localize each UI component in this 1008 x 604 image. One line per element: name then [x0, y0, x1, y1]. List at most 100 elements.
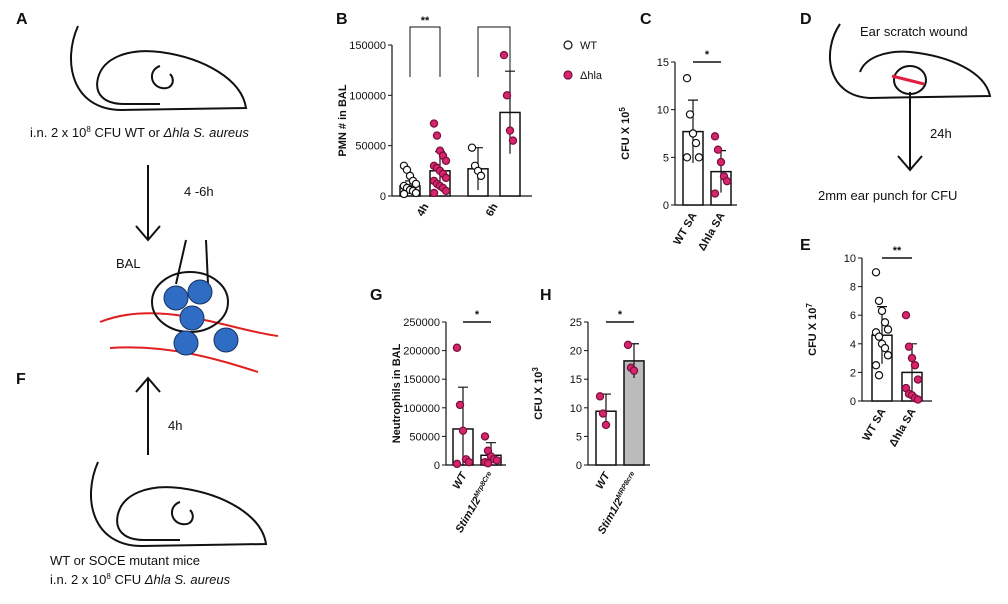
category-sup: Mrp8Cre	[473, 470, 493, 498]
legend-marker	[563, 40, 573, 50]
arrow	[135, 376, 161, 455]
data-point	[874, 371, 884, 380]
data-point	[411, 179, 421, 189]
y-tick-label: 0	[850, 396, 856, 408]
data-point	[480, 432, 490, 441]
y-tick-label: 5	[663, 152, 669, 164]
data-point	[629, 366, 639, 375]
y-tick-label: 20	[570, 346, 582, 358]
data-point	[910, 361, 920, 370]
data-point	[904, 342, 914, 351]
caption: 2mm ear punch for CFU	[818, 188, 957, 203]
data-point	[913, 395, 923, 404]
data-point	[694, 153, 704, 162]
panel-label: H	[540, 287, 552, 304]
significance-label: **	[893, 245, 902, 257]
category-text: WT	[594, 469, 614, 491]
x-tick-label: 4h	[415, 201, 432, 218]
y-tick-label: 10	[844, 253, 856, 265]
data-point	[411, 188, 421, 198]
y-tick-label: 2	[850, 367, 856, 379]
y-label-sup: 7	[805, 303, 814, 308]
y-tick-label: 6	[850, 310, 856, 322]
legend-label: WT	[580, 40, 597, 52]
y-tick-label: 0	[380, 191, 386, 203]
y-axis-label: CFU X 107	[805, 303, 819, 356]
y-tick-label: 100000	[403, 403, 440, 415]
y-tick-label: 15	[657, 57, 669, 69]
data-point	[452, 459, 462, 469]
x-tick-label: WT	[594, 469, 614, 491]
panel-label: G	[370, 287, 382, 304]
panel-label: C	[640, 11, 652, 28]
x-tick-label: 6h	[484, 201, 501, 218]
y-label-text: Neutrophils in BAL	[391, 343, 403, 443]
data-point	[691, 138, 701, 148]
data-point	[716, 157, 726, 167]
data-point	[874, 296, 884, 306]
category-text: WT	[451, 469, 471, 491]
data-point	[483, 459, 493, 468]
caption: i.n. 2 x 108 CFU WT or Δhla S. aureus	[30, 125, 249, 140]
y-label-text: CFU X 10	[620, 112, 632, 160]
caption: WT or SOCE mutant mice	[50, 553, 200, 568]
data-point	[505, 126, 515, 135]
arrow	[135, 165, 161, 242]
y-label-text: CFU X 10	[807, 308, 819, 356]
legend-marker	[563, 70, 573, 80]
panel-label: D	[800, 11, 812, 28]
y-tick-label: 150000	[349, 40, 386, 52]
y-tick-label: 150000	[403, 374, 440, 386]
data-point	[871, 361, 881, 370]
data-point	[601, 420, 611, 430]
error-bar	[458, 386, 468, 465]
mouse-f	[90, 461, 268, 548]
data-point	[499, 50, 509, 60]
data-point	[688, 129, 698, 138]
y-tick-label: 5	[576, 431, 582, 443]
mouse-a	[70, 25, 248, 112]
data-point	[458, 426, 468, 435]
data-point	[429, 119, 439, 128]
x-tick-label: WT SA	[860, 406, 888, 443]
data-point	[913, 375, 923, 384]
data-point	[492, 456, 502, 465]
y-tick-label: 250000	[403, 317, 440, 329]
y-tick-label: 100000	[349, 90, 386, 102]
data-point	[432, 131, 442, 140]
significance-bracket	[409, 26, 441, 77]
data-point	[877, 306, 887, 316]
data-point	[710, 189, 720, 198]
data-point	[682, 153, 692, 162]
y-label-sup: 5	[618, 107, 627, 112]
significance-label: *	[475, 309, 480, 321]
data-point	[907, 353, 917, 363]
data-point	[508, 136, 518, 145]
panel-label: F	[16, 371, 26, 388]
caption: i.n. 2 x 108 CFU Δhla S. aureus	[50, 572, 231, 587]
significance-label: **	[421, 15, 430, 27]
data-point	[883, 351, 893, 360]
data-point	[682, 74, 692, 83]
y-tick-label: 10	[570, 403, 582, 415]
data-point	[441, 186, 451, 196]
data-point	[441, 173, 451, 183]
significance-label: *	[705, 49, 710, 61]
y-axis-label: CFU X 105	[618, 107, 632, 160]
y-axis-label: CFU X 103	[531, 367, 545, 420]
data-point	[685, 110, 695, 119]
arrow	[897, 92, 923, 172]
y-tick-label: 0	[576, 460, 582, 472]
data-point	[722, 176, 732, 186]
site-label: BAL	[116, 256, 141, 271]
x-tick-label: WT SA	[671, 210, 699, 247]
y-axis-label: PMN # in BAL	[337, 84, 349, 156]
data-point	[464, 457, 474, 467]
y-tick-label: 4	[850, 339, 856, 351]
data-point	[441, 156, 451, 165]
x-tick-label: WT	[451, 469, 471, 491]
diagram-title: Ear scratch wound	[860, 24, 968, 39]
significance-bracket	[477, 26, 511, 77]
data-point	[713, 145, 723, 154]
